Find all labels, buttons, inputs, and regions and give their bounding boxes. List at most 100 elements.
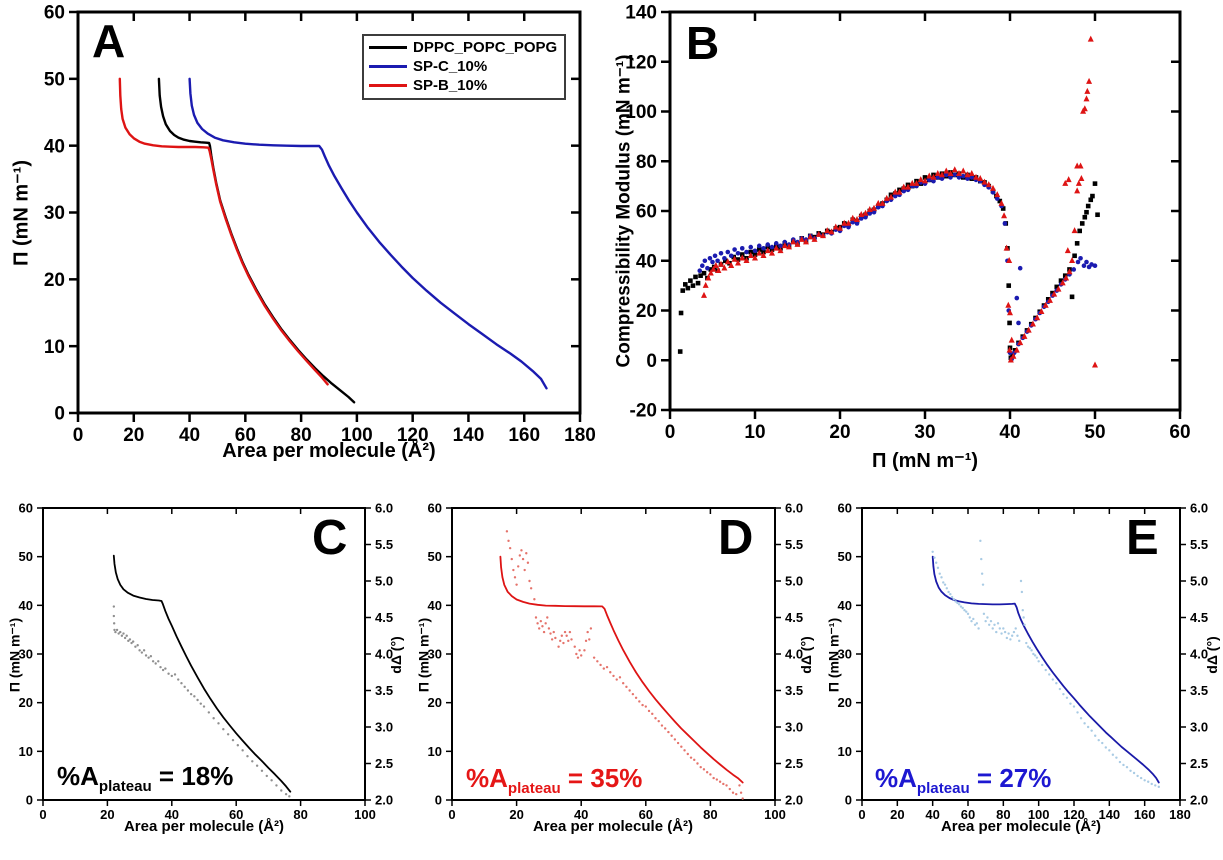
svg-text:3.5: 3.5: [375, 683, 393, 698]
svg-text:60: 60: [19, 501, 33, 516]
svg-text:30: 30: [44, 203, 65, 224]
panel-C-series-dDelta: [112, 605, 291, 798]
svg-text:0: 0: [665, 422, 676, 443]
svg-text:20: 20: [890, 807, 904, 822]
svg-text:5.5: 5.5: [785, 537, 803, 552]
svg-text:2.0: 2.0: [785, 793, 803, 808]
panel-e-y-axis-label: Π (mN m⁻¹): [825, 617, 842, 693]
panel-e-y2-axis-label: dΔ (°): [1204, 636, 1220, 674]
svg-text:2.5: 2.5: [785, 756, 803, 771]
svg-text:60: 60: [229, 807, 243, 822]
panel-B-axes: 0 10 20 30 40 50 60 -20 0 20 40 60 80 100 120 140: [625, 3, 1190, 443]
svg-text:30: 30: [914, 422, 935, 443]
panel-b-y-axis-label: Compressibility Modulus (mN m⁻¹): [613, 54, 635, 368]
svg-text:60: 60: [235, 425, 256, 446]
legend-item-label: SP-C_10%: [413, 58, 488, 75]
panel-d-letter: D: [718, 511, 754, 565]
annotation-subscript: plateau: [916, 780, 970, 798]
svg-text:0: 0: [54, 404, 65, 425]
svg-text:4.0: 4.0: [1190, 647, 1208, 662]
panel-c-letter: C: [312, 511, 348, 565]
svg-text:100: 100: [764, 807, 786, 822]
panel-b-letter: B: [686, 17, 720, 69]
svg-text:80: 80: [291, 425, 312, 446]
legend-line-swatch: [369, 65, 407, 68]
svg-text:5.0: 5.0: [1190, 574, 1208, 589]
svg-text:20: 20: [636, 301, 657, 322]
svg-text:60: 60: [1169, 422, 1190, 443]
annotation-prefix: %A: [57, 761, 99, 791]
svg-text:40: 40: [838, 598, 852, 613]
svg-text:5.0: 5.0: [375, 574, 393, 589]
svg-text:50: 50: [44, 69, 65, 90]
panel-C-axes: 0 20 40 60 80 100 0 10 20 30 40 50 60 2.0 2.5 3.0 3.5 4.0…: [19, 501, 394, 822]
annotation-value: = 35%: [560, 763, 643, 793]
svg-text:20: 20: [428, 695, 442, 710]
svg-text:4.5: 4.5: [375, 610, 393, 625]
svg-text:180: 180: [1169, 807, 1191, 822]
panel-b-x-axis-label: Π (mN m⁻¹): [871, 450, 979, 472]
svg-text:60: 60: [44, 3, 65, 24]
panel-D-series-dDelta: [505, 530, 744, 800]
panel-A-series-SP-B_10%: [118, 77, 329, 386]
panel-b-plot: 0 10 20 30 40 50 60 -20 0 20 40 60 80 100 120 140: [625, 3, 1190, 443]
svg-text:20: 20: [123, 425, 144, 446]
panel-e-x-axis-label: Area per molecule (Å²): [940, 818, 1102, 835]
panel-a-plot: 0 20 40 60 80 100 120 140 160 180 0 10 20 30 40 50 60: [44, 3, 596, 446]
svg-text:5.5: 5.5: [1190, 537, 1208, 552]
svg-text:10: 10: [44, 337, 65, 358]
svg-text:40: 40: [19, 598, 33, 613]
svg-text:40: 40: [636, 251, 657, 272]
svg-text:50: 50: [1084, 422, 1105, 443]
svg-text:60: 60: [636, 202, 657, 223]
panel-e-letter: E: [1126, 511, 1159, 565]
panel-d-plot: 0 20 40 60 80 100 0 10 20 30 40 50 60 2.0 2.5 3.0 3.5 4.0…: [428, 501, 804, 822]
svg-text:60: 60: [838, 501, 852, 516]
svg-text:60: 60: [428, 501, 442, 516]
svg-text:3.0: 3.0: [1190, 720, 1208, 735]
annotation-prefix: %A: [466, 763, 508, 793]
panel-A-series-SP-C_10%: [188, 77, 548, 390]
annotation-subscript: plateau: [507, 780, 561, 798]
svg-text:-20: -20: [630, 401, 657, 422]
panel-c-y2-axis-label: dΔ (°): [388, 636, 404, 674]
panel-c-plot: 0 20 40 60 80 100 0 10 20 30 40 50 60 2.0 2.5 3.0 3.5 4.0…: [19, 501, 394, 822]
panel-c-x-axis-label: Area per molecule (Å²): [123, 818, 285, 835]
svg-text:120: 120: [397, 425, 429, 446]
panel-D-axes: 0 20 40 60 80 100 0 10 20 30 40 50 60 2.0 2.5 3.0 3.5 4.0…: [428, 501, 804, 822]
svg-text:160: 160: [508, 425, 540, 446]
svg-text:0: 0: [73, 425, 84, 446]
svg-text:80: 80: [636, 152, 657, 173]
svg-text:40: 40: [574, 807, 588, 822]
panel-B-series-SP-B_10%: [701, 35, 1098, 368]
svg-text:10: 10: [19, 744, 33, 759]
svg-text:140: 140: [625, 3, 657, 24]
panel-e-plot: 0 20 40 60 80 100 120 140 160 180 0 10 20 30 40 50 60 2.0…: [838, 501, 1209, 822]
svg-text:30: 30: [838, 647, 852, 662]
svg-text:10: 10: [744, 422, 765, 443]
svg-text:20: 20: [44, 270, 65, 291]
svg-text:10: 10: [838, 744, 852, 759]
legend-item: SP-C_10%: [369, 57, 557, 76]
svg-text:4.0: 4.0: [785, 647, 803, 662]
svg-text:180: 180: [564, 425, 596, 446]
panel-a-y-axis-label: Π (mN m⁻¹): [10, 159, 33, 267]
svg-text:0: 0: [858, 807, 865, 822]
svg-text:2.0: 2.0: [375, 793, 393, 808]
svg-text:6.0: 6.0: [785, 501, 803, 516]
svg-text:0: 0: [435, 793, 442, 808]
annotation-value: = 18%: [151, 761, 234, 791]
svg-text:100: 100: [1028, 807, 1050, 822]
legend-item: SP-B_10%: [369, 76, 557, 95]
svg-text:80: 80: [996, 807, 1010, 822]
svg-text:2.5: 2.5: [375, 756, 393, 771]
panel-A-series-DPPC_POPC_POPG: [157, 77, 356, 404]
panel-d-y-axis-label: Π (mN m⁻¹): [415, 617, 432, 693]
svg-text:2.5: 2.5: [1190, 756, 1208, 771]
svg-text:160: 160: [1134, 807, 1156, 822]
svg-text:10: 10: [428, 744, 442, 759]
svg-text:3.5: 3.5: [1190, 683, 1208, 698]
svg-text:0: 0: [39, 807, 46, 822]
svg-text:0: 0: [448, 807, 455, 822]
svg-text:20: 20: [838, 695, 852, 710]
